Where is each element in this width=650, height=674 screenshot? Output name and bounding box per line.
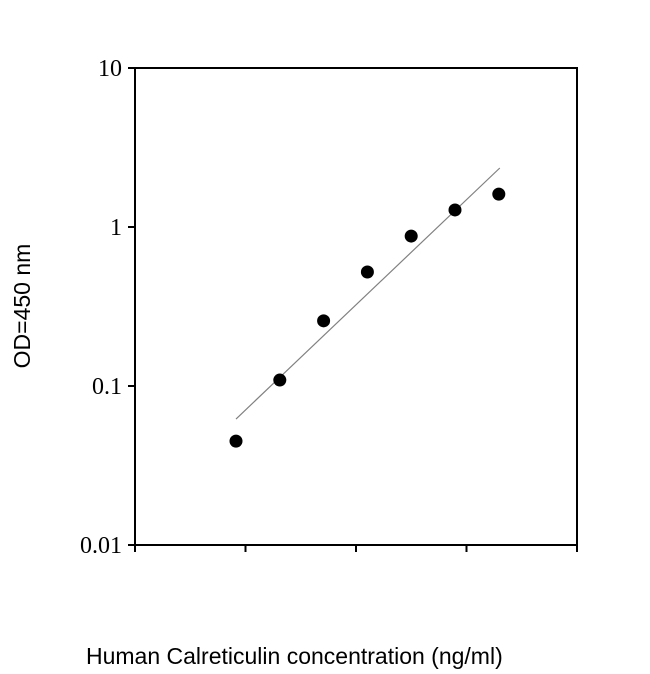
x-axis-ticks [134, 545, 578, 552]
y-tick-label: 10 [98, 56, 122, 82]
data-points [229, 187, 506, 448]
data-point [492, 187, 506, 201]
y-axis-ticks: 10 1 0.1 0.01 [80, 56, 135, 559]
data-point [360, 265, 374, 279]
y-axis-title: OD=450 nm [9, 244, 35, 369]
data-point [404, 229, 418, 243]
plot-border [134, 67, 578, 546]
x-axis-title: Human Calreticulin concentration (ng/ml) [86, 643, 503, 669]
plot-frame [134, 67, 578, 546]
y-tick-label: 0.01 [80, 533, 122, 559]
data-point [317, 314, 331, 328]
data-point [229, 434, 243, 448]
data-point [273, 373, 287, 387]
y-tick-label: 1 [110, 215, 122, 241]
y-tick-label: 0.1 [92, 374, 122, 400]
data-point [448, 203, 462, 217]
